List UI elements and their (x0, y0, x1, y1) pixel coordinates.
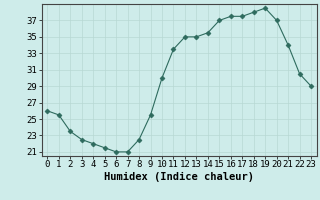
X-axis label: Humidex (Indice chaleur): Humidex (Indice chaleur) (104, 172, 254, 182)
